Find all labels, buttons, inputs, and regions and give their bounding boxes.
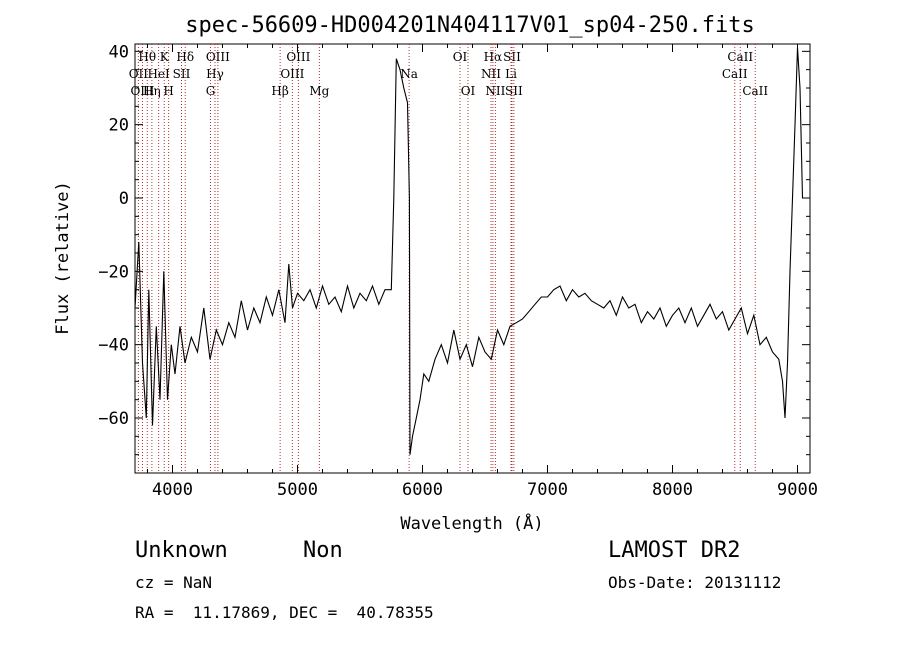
redshift-value: cz = NaN: [135, 573, 213, 592]
spectrum-series: [135, 47, 804, 455]
plot-frame: [134, 43, 811, 474]
line-marker-label: Na: [400, 67, 418, 81]
line-marker-label: Hβ: [271, 84, 288, 98]
line-marker-label: CaII: [742, 84, 768, 98]
x-tick-label: 6000: [402, 480, 443, 500]
object-class: Unknown: [135, 538, 228, 563]
line-marker-label: Mg: [309, 84, 329, 98]
line-marker-label: Hγ: [206, 67, 224, 81]
x-tick-label: 8000: [652, 480, 693, 500]
line-marker-label: NII: [485, 84, 505, 98]
line-marker-label: Li: [505, 67, 517, 81]
line-marker-label: Hα: [484, 50, 503, 64]
x-tick-label: 7000: [527, 480, 568, 500]
line-marker-label: OI: [453, 50, 468, 64]
line-marker-label: CaII: [722, 67, 748, 81]
object-subclass: Non: [303, 538, 343, 563]
coordinates: RA = 11.17869, DEC = 40.78355: [135, 603, 434, 622]
y-tick-label: −20: [98, 262, 129, 282]
y-tick-label: 40: [109, 42, 129, 62]
y-tick-label: 20: [109, 116, 129, 136]
y-tick-label: −40: [98, 336, 129, 356]
axes: 4000 5000 6000 7000 8000 9000 −60 −40 −20 0 20 40: [98, 42, 818, 500]
line-marker-label: OIII: [206, 50, 230, 64]
line-marker-label: OI: [461, 84, 476, 98]
line-marker-label: Hθ: [138, 50, 156, 64]
survey-name: LAMOST DR2: [608, 538, 741, 563]
chart-title: spec-56609-HD004201N404117V01_sp04-250.f…: [185, 13, 755, 38]
line-marker-label: CaII: [727, 50, 753, 64]
line-marker-label: SII: [503, 50, 521, 64]
line-marker-label: Hη: [143, 84, 161, 98]
line-marker-label: G: [206, 84, 216, 98]
line-marker-label: SII: [505, 84, 523, 98]
y-tick-label: 0: [119, 189, 129, 209]
line-marker-label: NII: [481, 67, 501, 81]
spectrum-line: [135, 47, 804, 455]
line-marker-label: OIII: [280, 67, 304, 81]
x-tick-label: 9000: [777, 480, 818, 500]
line-marker-label: K: [160, 50, 170, 64]
line-marker-label: Hδ: [176, 50, 194, 64]
y-tick-label: −60: [98, 409, 129, 429]
line-marker-label: OIII: [286, 50, 310, 64]
x-tick-label: 5000: [277, 480, 318, 500]
x-axis-label: Wavelength (Å): [400, 512, 543, 534]
observation-date: Obs-Date: 20131112: [608, 573, 782, 592]
line-marker-label: H: [163, 84, 173, 98]
y-axis-label: Flux (relative): [53, 181, 73, 335]
line-marker-label: SII: [173, 67, 191, 81]
line-marker-label: OII: [129, 67, 149, 81]
line-marker-label: HeI: [147, 67, 170, 81]
x-tick-label: 4000: [152, 480, 193, 500]
